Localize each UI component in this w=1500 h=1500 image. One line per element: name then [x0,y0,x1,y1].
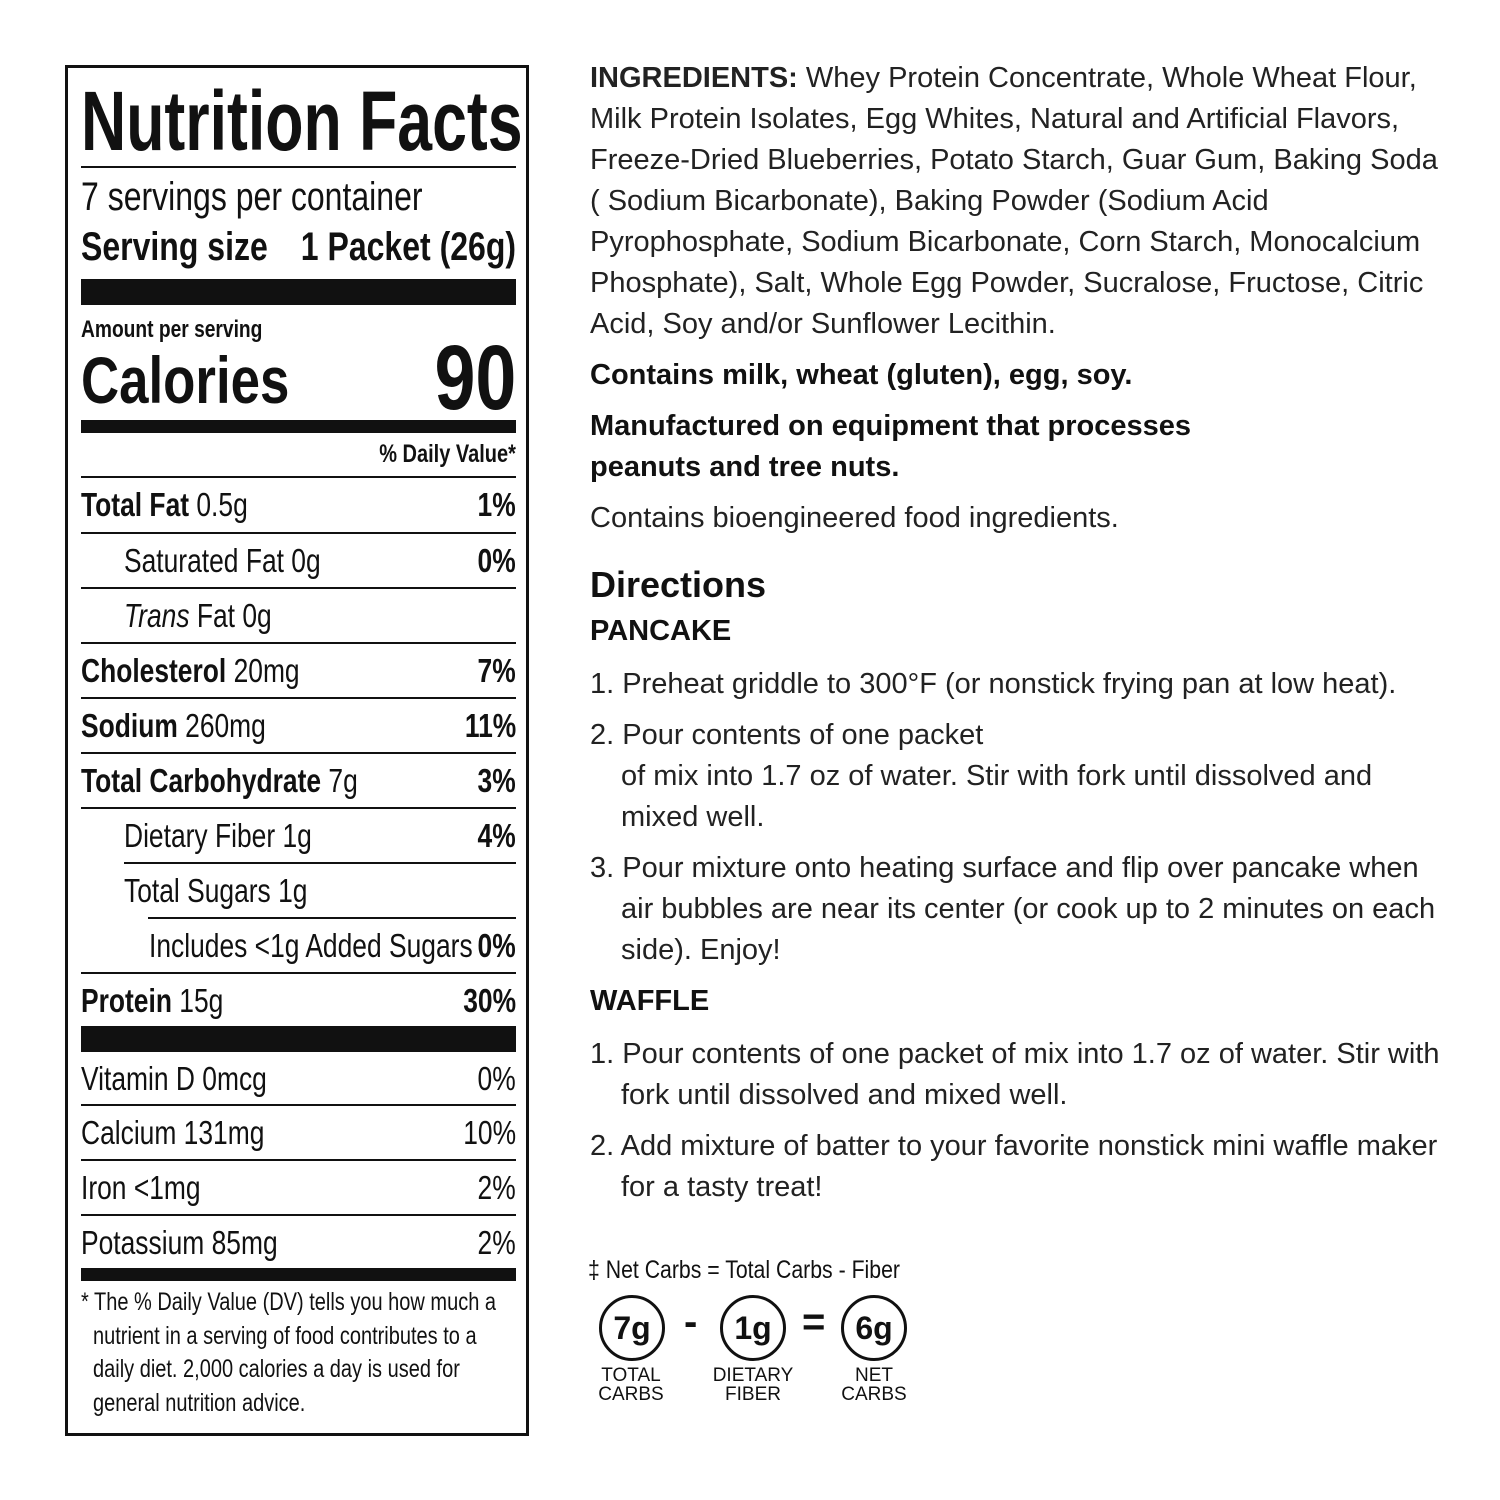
nutrient-row-added-sugars: Includes <1g Added Sugars 0% [149,927,516,964]
net-carbs-caption: NET CARBS [841,1365,907,1405]
pancake-step-3: 3. Pour mixture onto heating surface and… [590,852,1436,966]
calories-label: Calories [81,343,290,417]
nutrient-row-total-sugars: Total Sugars 1g [124,872,308,909]
daily-value-header: % Daily Value* [379,440,516,468]
pancake-step-2-cont: of mix into 1.7 oz of water. Stir with f… [621,760,1373,833]
nutrient-row-protein: Protein 15g 30% [81,982,516,1019]
vitamin-row-vitamin-d: Vitamin D 0mcg 0% [81,1060,516,1097]
nutrition-facts-label: Nutrition Facts 7 servings per container… [65,65,529,1436]
waffle-title: WAFFLE [590,985,710,1017]
dietary-fiber-circle: 1g [720,1295,786,1361]
waffle-step-1: 1. Pour contents of one packet of mix in… [590,1038,1440,1111]
ingredients: INGREDIENTS: Whey Protein Concentrate, W… [590,62,1438,340]
dietary-fiber-caption: DIETARY FIBER [712,1365,794,1405]
vitamin-row-potassium: Potassium 85mg 2% [81,1224,516,1261]
nutrient-row-trans-fat: Trans Fat 0g [124,597,272,634]
servings-per-container: 7 servings per container [81,175,423,219]
nutrient-row-cholesterol: Cholesterol 20mg 7% [81,652,516,689]
calories-value: 90 [434,327,516,429]
pancake-step-2: 2. Pour contents of one packet [590,719,984,751]
manufacturing-statement: Manufactured on equipment that processes… [590,410,1192,483]
label-title: Nutrition Facts [81,74,523,168]
total-carbs-circle: 7g [599,1295,665,1361]
pancake-step-1: 1. Preheat griddle to 300°F (or nonstick… [590,668,1397,700]
footnote: * The % Daily Value (DV) tells you how m… [81,1288,496,1417]
vitamin-row-calcium: Calcium 131mg 10% [81,1114,516,1151]
nutrient-row-saturated-fat: Saturated Fat 0g 0% [124,542,516,579]
waffle-step-2: 2. Add mixture of batter to your favorit… [590,1130,1438,1203]
net-carbs-formula: ‡ Net Carbs = Total Carbs - Fiber [588,1256,900,1284]
directions-title: Directions [590,564,767,605]
pancake-title: PANCAKE [590,615,732,647]
net-carbs-circle: 6g [841,1295,907,1361]
nutrient-row-total-carbohydrate: Total Carbohydrate 7g 3% [81,762,516,799]
ingredients-and-directions: INGREDIENTS: Whey Protein Concentrate, W… [590,58,1450,1208]
minus-sign: - [684,1300,698,1344]
allergen-statement: Contains milk, wheat (gluten), egg, soy. [590,359,1133,391]
vitamin-row-iron: Iron <1mg 2% [81,1169,516,1206]
bioengineered-statement: Contains bioengineered food ingredients. [590,502,1119,534]
equals-sign: = [802,1300,826,1344]
serving-size-value: 1 Packet (26g) [300,225,516,269]
total-carbs-caption: TOTAL CARBS [598,1365,664,1405]
nutrient-row-dietary-fiber: Dietary Fiber 1g 4% [124,817,516,854]
amount-per-serving: Amount per serving [81,316,263,343]
nutrient-row-sodium: Sodium 260mg 11% [81,707,516,744]
serving-size-label: Serving size [81,225,268,269]
nutrient-row-total-fat: Total Fat 0.5g 1% [81,486,516,523]
